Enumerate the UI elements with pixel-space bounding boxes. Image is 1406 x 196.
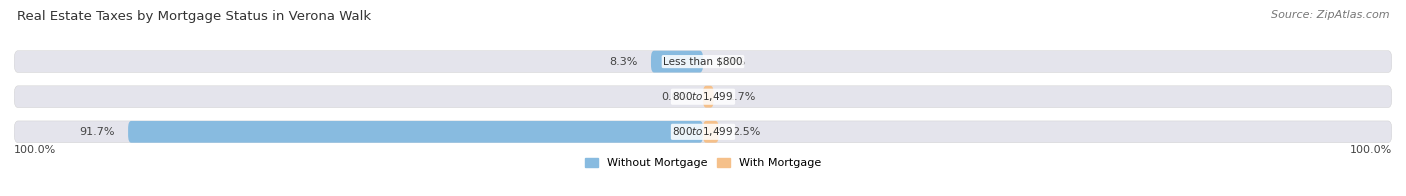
Text: 0.0%: 0.0%: [717, 57, 745, 67]
FancyBboxPatch shape: [703, 121, 718, 143]
FancyBboxPatch shape: [14, 51, 1392, 73]
Text: 0.0%: 0.0%: [661, 92, 689, 102]
Text: Less than $800: Less than $800: [664, 57, 742, 67]
Text: 1.7%: 1.7%: [727, 92, 756, 102]
Legend: Without Mortgage, With Mortgage: Without Mortgage, With Mortgage: [585, 158, 821, 169]
Text: Real Estate Taxes by Mortgage Status in Verona Walk: Real Estate Taxes by Mortgage Status in …: [17, 10, 371, 23]
FancyBboxPatch shape: [128, 121, 703, 143]
FancyBboxPatch shape: [14, 86, 1392, 108]
FancyBboxPatch shape: [14, 121, 1392, 143]
Text: 2.5%: 2.5%: [733, 127, 761, 137]
Text: $800 to $1,499: $800 to $1,499: [672, 90, 734, 103]
FancyBboxPatch shape: [703, 86, 714, 108]
Text: 100.0%: 100.0%: [1350, 145, 1392, 155]
Text: $800 to $1,499: $800 to $1,499: [672, 125, 734, 138]
Text: Source: ZipAtlas.com: Source: ZipAtlas.com: [1271, 10, 1389, 20]
FancyBboxPatch shape: [651, 51, 703, 73]
Text: 8.3%: 8.3%: [609, 57, 637, 67]
Text: 91.7%: 91.7%: [79, 127, 114, 137]
Text: 100.0%: 100.0%: [14, 145, 56, 155]
